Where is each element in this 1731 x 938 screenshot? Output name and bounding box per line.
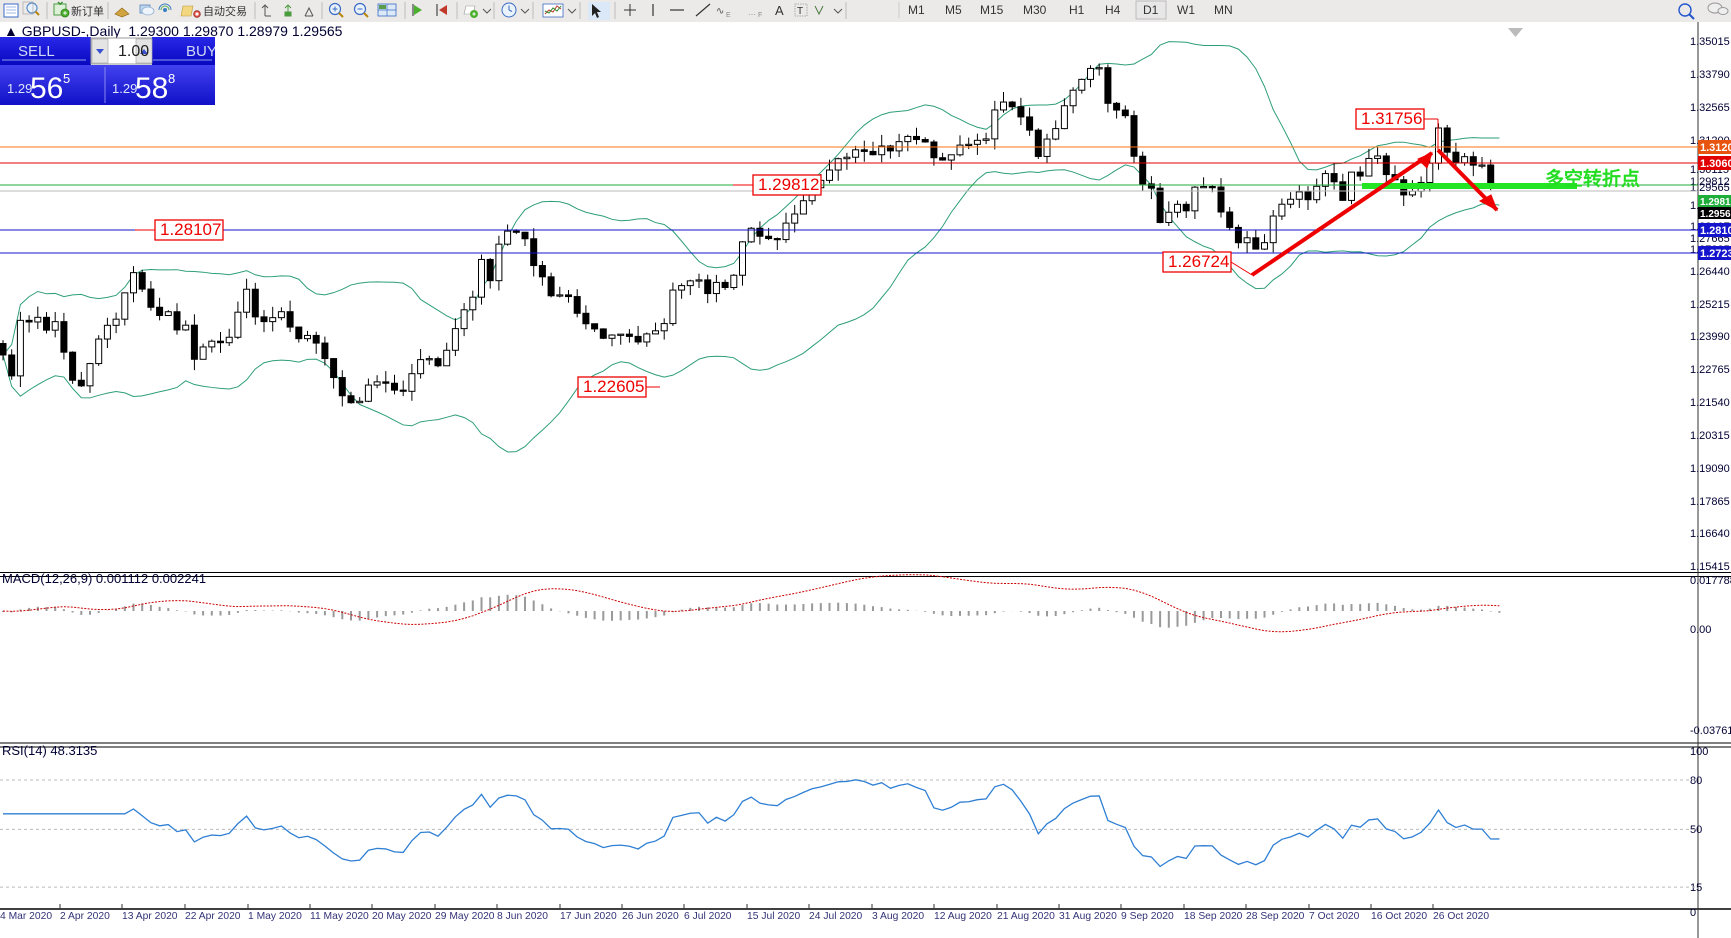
svg-text:1.29812: 1.29812 (1700, 197, 1731, 208)
svg-text:1.33790: 1.33790 (1690, 69, 1730, 81)
svg-text:1.23990: 1.23990 (1690, 331, 1730, 343)
svg-text:1.26724: 1.26724 (1168, 252, 1229, 271)
svg-text:20 May 2020: 20 May 2020 (372, 911, 432, 922)
svg-text:2 Apr 2020: 2 Apr 2020 (60, 911, 110, 922)
svg-text:4 Mar 2020: 4 Mar 2020 (0, 911, 52, 922)
svg-text:16 Oct 2020: 16 Oct 2020 (1371, 911, 1427, 922)
svg-text:11 May 2020: 11 May 2020 (310, 911, 369, 922)
svg-text:50: 50 (1690, 824, 1702, 836)
svg-text:1.17865: 1.17865 (1690, 496, 1730, 508)
svg-text:1.16640: 1.16640 (1690, 528, 1730, 540)
svg-text:100: 100 (1690, 746, 1708, 758)
svg-text:5: 5 (63, 71, 70, 86)
svg-text:1.32565: 1.32565 (1690, 102, 1730, 114)
svg-text:1.31756: 1.31756 (1361, 109, 1422, 128)
svg-text:H4: H4 (1105, 3, 1121, 17)
svg-text:9 Sep 2020: 9 Sep 2020 (1121, 911, 1174, 922)
svg-text:3 Aug 2020: 3 Aug 2020 (872, 911, 924, 922)
svg-text:M1: M1 (908, 3, 925, 17)
svg-text:1.35015: 1.35015 (1690, 36, 1730, 48)
svg-text:RSI(14) 48.3135: RSI(14) 48.3135 (2, 743, 97, 758)
svg-text:1.22605: 1.22605 (583, 377, 644, 396)
svg-text:1.20315: 1.20315 (1690, 430, 1730, 442)
svg-text:T: T (797, 6, 803, 17)
svg-text:∿: ∿ (716, 6, 724, 17)
svg-text:M30: M30 (1023, 3, 1047, 17)
svg-text:MN: MN (1214, 3, 1233, 17)
svg-text:F: F (758, 12, 762, 19)
svg-text:1.28107: 1.28107 (1700, 225, 1731, 237)
svg-text:多空转折点: 多空转折点 (1545, 167, 1640, 190)
svg-text:26 Oct 2020: 26 Oct 2020 (1433, 911, 1489, 922)
svg-text:1.29565: 1.29565 (1690, 182, 1730, 194)
svg-text:1.29812: 1.29812 (758, 175, 819, 194)
svg-text:M15: M15 (980, 3, 1004, 17)
svg-text:58: 58 (135, 72, 168, 105)
svg-text:28 Sep 2020: 28 Sep 2020 (1246, 911, 1305, 922)
svg-text:H1: H1 (1069, 3, 1085, 17)
svg-text:⋯: ⋯ (748, 10, 756, 19)
svg-text:1.29: 1.29 (112, 81, 137, 96)
svg-text:1.26440: 1.26440 (1690, 266, 1730, 278)
svg-text:W1: W1 (1177, 3, 1195, 17)
svg-text:6 Jul 2020: 6 Jul 2020 (684, 911, 732, 922)
svg-text:1.25215: 1.25215 (1690, 299, 1730, 311)
svg-text:29 May 2020: 29 May 2020 (435, 911, 495, 922)
svg-text:0.017788: 0.017788 (1690, 575, 1731, 587)
svg-text:SELL: SELL (18, 43, 55, 60)
svg-text:0: 0 (1690, 907, 1696, 919)
svg-text:1.28107: 1.28107 (160, 220, 221, 239)
svg-text:8 Jun 2020: 8 Jun 2020 (497, 911, 548, 922)
svg-text:1.31200: 1.31200 (1700, 142, 1731, 154)
svg-text:A: A (775, 3, 784, 18)
svg-text:17 Jun 2020: 17 Jun 2020 (560, 911, 617, 922)
svg-text:E: E (726, 12, 731, 19)
svg-text:M5: M5 (945, 3, 962, 17)
svg-text:18 Sep 2020: 18 Sep 2020 (1184, 911, 1243, 922)
svg-text:MACD(12,26,9) 0.001112 0.00224: MACD(12,26,9) 0.001112 0.002241 (2, 571, 206, 586)
svg-text:1.29565: 1.29565 (1700, 209, 1731, 220)
svg-text:56: 56 (30, 72, 63, 105)
svg-text:31 Aug 2020: 31 Aug 2020 (1059, 911, 1117, 922)
svg-text:21 Aug 2020: 21 Aug 2020 (997, 911, 1055, 922)
svg-text:BUY: BUY (186, 43, 215, 60)
svg-text:新订单: 新订单 (71, 4, 104, 18)
svg-text:1.30605: 1.30605 (1700, 158, 1731, 170)
svg-text:0.00: 0.00 (1690, 624, 1711, 636)
svg-text:13 Apr 2020: 13 Apr 2020 (122, 911, 178, 922)
svg-text:22 Apr 2020: 22 Apr 2020 (185, 911, 241, 922)
svg-text:15 Jul 2020: 15 Jul 2020 (747, 911, 801, 922)
svg-text:26 Jun 2020: 26 Jun 2020 (622, 911, 679, 922)
svg-text:1.27235: 1.27235 (1700, 248, 1731, 260)
svg-text:1.00: 1.00 (118, 43, 149, 60)
svg-text:1 May 2020: 1 May 2020 (248, 911, 302, 922)
svg-text:8: 8 (168, 71, 175, 86)
svg-text:15: 15 (1690, 882, 1702, 894)
svg-text:自动交易: 自动交易 (203, 4, 247, 18)
svg-text:1.21540: 1.21540 (1690, 397, 1730, 409)
svg-text:1.15415: 1.15415 (1690, 561, 1730, 573)
svg-text:1.19090: 1.19090 (1690, 463, 1730, 475)
svg-text:7 Oct 2020: 7 Oct 2020 (1309, 911, 1360, 922)
svg-text:D1: D1 (1143, 3, 1159, 17)
svg-text:24 Jul 2020: 24 Jul 2020 (809, 911, 863, 922)
svg-text:1.22765: 1.22765 (1690, 364, 1730, 376)
svg-text:1.29: 1.29 (7, 81, 32, 96)
svg-text:12 Aug 2020: 12 Aug 2020 (934, 911, 992, 922)
svg-text:80: 80 (1690, 775, 1702, 787)
